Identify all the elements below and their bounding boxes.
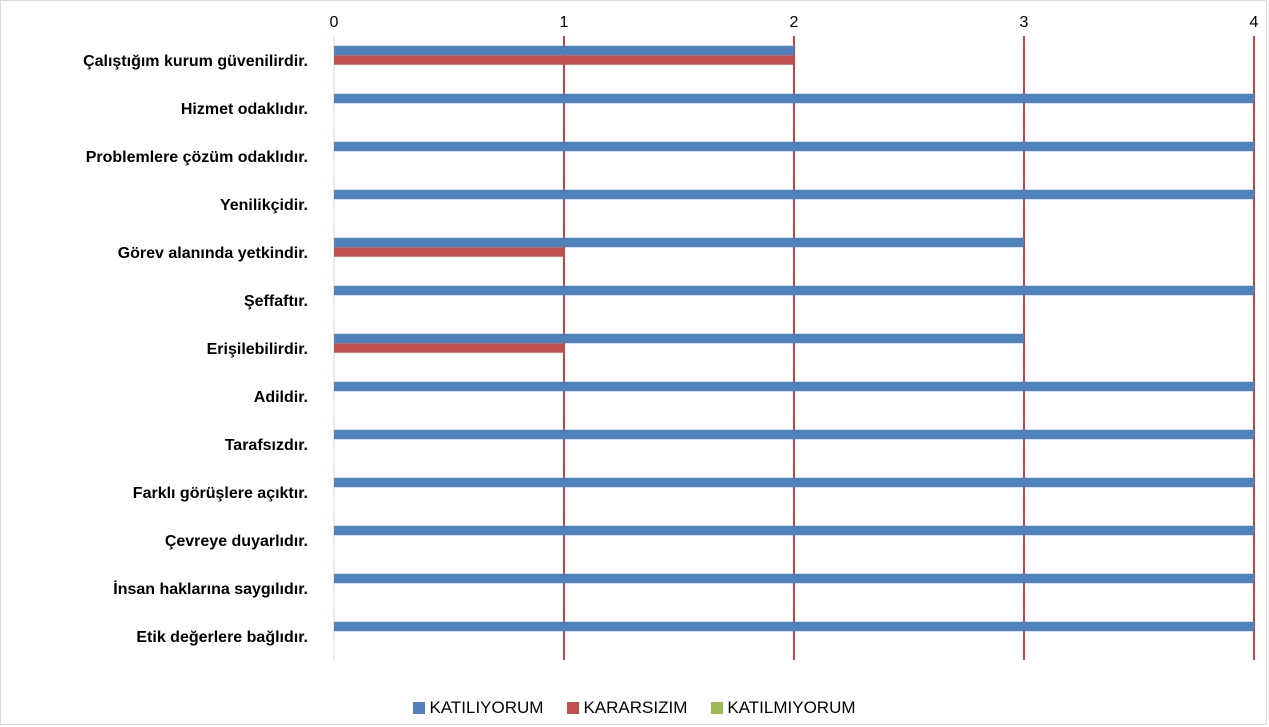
bar-katiliyorum — [334, 381, 1254, 392]
category-label: Çevreye duyarlıdır. — [165, 533, 308, 550]
category-label: Problemlere çözüm odaklıdır. — [86, 149, 308, 166]
bars — [334, 45, 1254, 632]
legend-swatch — [413, 702, 426, 714]
bar-katiliyorum — [334, 333, 1024, 344]
category-label: Hizmet odaklıdır. — [181, 101, 308, 118]
bar-katiliyorum — [334, 477, 1254, 488]
x-axis-ticks: 0 1 2 3 4 — [330, 14, 1259, 31]
bar-chart: 0 1 2 3 4 Çalıştığım kurum güvenilirdir. Hizm… — [83, 14, 1259, 660]
bar-katiliyorum — [334, 189, 1254, 200]
bar-katiliyorum — [334, 621, 1254, 632]
bar-katiliyorum — [334, 429, 1254, 440]
category-label: Çalıştığım kurum güvenilirdir. — [83, 53, 308, 70]
category-label: İnsan haklarına saygılıdır. — [113, 580, 308, 598]
gridlines — [333, 36, 1255, 660]
legend-swatch — [711, 702, 724, 714]
bar-katiliyorum — [334, 237, 1024, 248]
bar-kararsizim — [334, 343, 564, 353]
bar-katiliyorum — [334, 573, 1254, 584]
x-tick-label: 4 — [1250, 14, 1259, 31]
legend-item: KATILMIYORUM — [711, 698, 856, 718]
x-tick-label: 3 — [1020, 14, 1029, 31]
bar-katiliyorum — [334, 141, 1254, 152]
legend-label: KATILIYORUM — [429, 698, 544, 717]
bar-kararsizim — [334, 247, 564, 257]
category-label: Tarafsızdır. — [225, 437, 308, 454]
legend-item: KARARSIZIM — [567, 698, 687, 718]
bar-katiliyorum — [334, 285, 1254, 296]
legend-label: KARARSIZIM — [583, 698, 688, 717]
legend-item: KATILIYORUM — [413, 698, 543, 718]
bar-katiliyorum — [334, 45, 794, 56]
bar-kararsizim — [334, 55, 794, 65]
category-label: Etik değerlere bağlıdır. — [136, 629, 308, 646]
category-label: Erişilebilirdir. — [207, 341, 308, 358]
x-tick-label: 1 — [560, 14, 569, 31]
category-label: Adildir. — [254, 389, 308, 406]
bar-katiliyorum — [334, 93, 1254, 104]
x-tick-label: 2 — [790, 14, 799, 31]
x-tick-label: 0 — [330, 14, 339, 31]
legend-swatch — [567, 702, 580, 714]
category-label: Yenilikçidir. — [220, 197, 308, 214]
category-label: Şeffaftır. — [244, 293, 308, 310]
legend-label: KATILMIYORUM — [727, 698, 856, 717]
category-labels: Çalıştığım kurum güvenilirdir. Hizmet oda… — [83, 53, 308, 646]
bar-katiliyorum — [334, 525, 1254, 536]
category-label: Farklı görüşlere açıktır. — [133, 485, 308, 502]
legend: KATILIYORUM KARARSIZIM KATILMIYORUM — [0, 698, 1269, 718]
category-label: Görev alanında yetkindir. — [118, 245, 308, 262]
